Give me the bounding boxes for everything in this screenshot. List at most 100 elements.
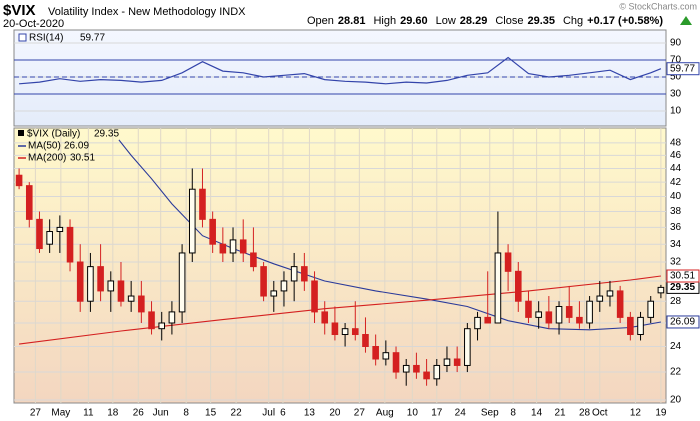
- candle-body: [647, 300, 655, 318]
- quote-value: +0.17 (+0.58%): [587, 15, 663, 27]
- candle-body: [209, 218, 216, 245]
- legend-value: 30.51: [70, 153, 95, 164]
- candle-body: [260, 266, 267, 297]
- legend-value: 26.09: [64, 141, 89, 152]
- candle-body: [15, 174, 23, 187]
- x-tick-label: 11: [83, 408, 94, 419]
- legend-value: 29.35: [94, 129, 119, 140]
- candle-body: [616, 290, 624, 318]
- y-tick-label: 70: [670, 55, 682, 66]
- x-tick-label: 8: [510, 408, 516, 419]
- candle-body: [87, 266, 94, 302]
- x-tick-label: 26: [133, 408, 145, 419]
- x-tick-label: 6: [280, 408, 286, 419]
- quote: Open 28.81 High 29.60 Low 28.29 Close 29.35 Chg +…: [307, 15, 663, 27]
- legend-label: MA(200): [28, 153, 66, 164]
- candle-body: [514, 270, 522, 302]
- quote-value: 29.35: [527, 15, 555, 27]
- candle-body: [178, 252, 186, 313]
- candle-body: [565, 306, 573, 318]
- x-tick-label: 22: [231, 408, 243, 419]
- candle-body: [606, 290, 614, 297]
- y-tick-label: 46: [670, 150, 682, 161]
- candle-body: [555, 306, 563, 324]
- x-tick-label: Jun: [153, 408, 169, 419]
- candle-body: [25, 185, 33, 220]
- candle-body: [229, 239, 237, 254]
- candle-body: [107, 280, 115, 292]
- candle-body: [341, 328, 349, 336]
- x-tick-label: 10: [407, 408, 419, 419]
- moving-average: [118, 139, 661, 331]
- x-tick-label: Jul: [262, 408, 275, 419]
- candle-body: [36, 218, 43, 250]
- candle-body: [525, 300, 532, 318]
- quote-label: Low: [436, 15, 456, 27]
- candle-body: [46, 231, 53, 245]
- candle-body: [637, 316, 644, 336]
- x-tick-label: 27: [354, 408, 366, 419]
- candle-body: [351, 328, 359, 336]
- candle-body: [362, 334, 369, 347]
- quote-label: Chg: [563, 15, 583, 27]
- x-tick-label: 15: [205, 408, 217, 419]
- candle-body: [127, 295, 135, 302]
- date: 20-Oct-2020: [3, 18, 64, 30]
- x-tick-label: 13: [304, 408, 316, 419]
- last-value-box: [666, 315, 700, 329]
- candle-body: [301, 266, 308, 282]
- last-value-box: [666, 62, 700, 76]
- y-tick-label: 34: [670, 239, 682, 250]
- candle-body: [270, 290, 278, 297]
- x-tick-label: 28: [579, 408, 591, 419]
- candle-body: [413, 364, 420, 373]
- x-tick-label: 14: [531, 408, 543, 419]
- credit: © StockCharts.com: [619, 1, 697, 11]
- last-value-box: [666, 269, 700, 283]
- x-tick-label: 21: [554, 408, 566, 419]
- x-tick-label: Oct: [592, 408, 608, 419]
- candle-body: [423, 371, 430, 380]
- candle-body: [199, 188, 206, 220]
- candle-body: [657, 286, 665, 294]
- y-tick-label: 10: [670, 106, 682, 117]
- candle-body: [504, 252, 512, 272]
- x-tick-label: Aug: [376, 408, 394, 419]
- x-tick-label: 8: [183, 408, 189, 419]
- candle-body: [494, 252, 502, 324]
- candle-body: [627, 316, 634, 336]
- candle-body: [535, 311, 542, 318]
- rsi-line: [19, 56, 662, 85]
- x-tick-label: Sep: [481, 408, 499, 419]
- up-arrow: [680, 16, 692, 25]
- y-tick-label: 42: [670, 177, 682, 188]
- quote-value: 28.81: [338, 15, 366, 27]
- candle-body: [545, 311, 553, 324]
- symbol: $VIX: [3, 2, 36, 19]
- candle-body: [250, 252, 257, 268]
- quote-value: 29.60: [400, 15, 428, 27]
- moving-average: [19, 275, 661, 345]
- last-value-label: 59.77: [670, 63, 695, 74]
- quote-label: Open: [307, 15, 334, 27]
- candle-body: [138, 295, 145, 313]
- candle-body: [372, 345, 379, 360]
- candle-body: [219, 243, 227, 254]
- y-tick-label: 40: [670, 191, 682, 202]
- quote-value: 28.29: [460, 15, 488, 27]
- candle-body: [188, 188, 196, 254]
- candle-body: [331, 322, 339, 336]
- candle-body: [321, 311, 329, 324]
- y-tick-label: 30: [670, 89, 682, 100]
- y-tick-label: 36: [670, 222, 682, 233]
- candle-body: [596, 295, 604, 302]
- y-tick-label: 90: [670, 38, 682, 49]
- x-tick-label: 18: [107, 408, 119, 419]
- legend-icon: [18, 33, 27, 42]
- instrument-name: Volatility Index - New Methodology INDX: [48, 6, 246, 18]
- y-tick-label: 44: [670, 163, 682, 174]
- legend-icon: [18, 130, 24, 136]
- candle-body: [97, 266, 104, 292]
- legend-label: $VIX (Daily): [27, 129, 80, 140]
